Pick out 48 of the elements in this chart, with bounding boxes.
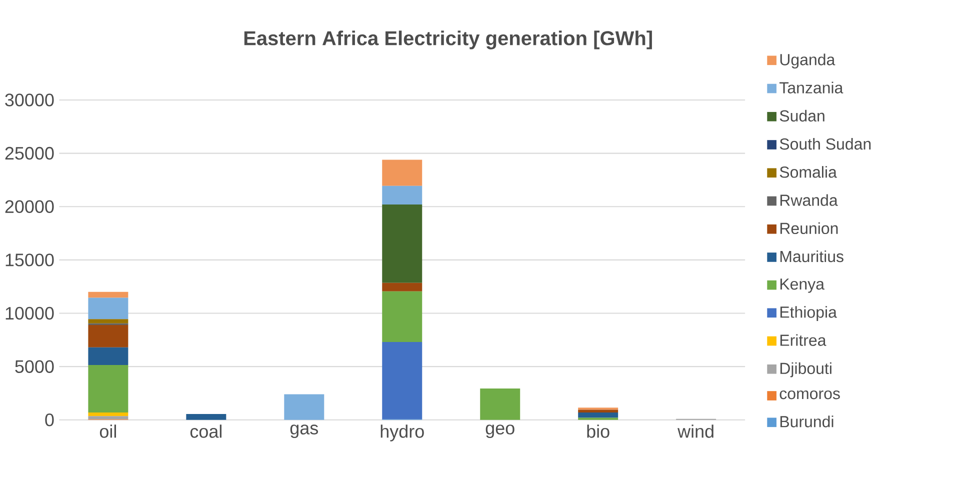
bar bbox=[88, 412, 128, 416]
legend-label: comoros bbox=[780, 390, 840, 400]
x-tick-label: coal bbox=[190, 424, 222, 438]
y-tick-label: 30000 bbox=[5, 94, 54, 106]
bar bbox=[88, 292, 128, 298]
legend-label: Djibouti bbox=[780, 362, 832, 378]
bar bbox=[382, 186, 422, 205]
legend-label: Eritrea bbox=[780, 334, 826, 346]
legend-label: Tanzania bbox=[779, 82, 844, 94]
legend-label: Reunion bbox=[780, 222, 838, 234]
bar bbox=[88, 298, 128, 320]
legend-label: Somalia bbox=[780, 166, 837, 178]
bar bbox=[284, 394, 324, 420]
y-tick-label: 15000 bbox=[6, 254, 54, 266]
legend-label: Mauritius bbox=[780, 250, 844, 262]
y-tick-label: 20000 bbox=[5, 200, 54, 214]
chart-title: Eastern Africa Electricity generation [GWh] bbox=[244, 30, 652, 50]
bar bbox=[88, 365, 128, 412]
legend-label: Kenya bbox=[780, 278, 824, 293]
y-tick-label: 25000 bbox=[5, 146, 54, 160]
legend-label: Uganda bbox=[780, 54, 836, 69]
bar bbox=[382, 160, 422, 186]
x-tick-label: bio bbox=[587, 424, 610, 438]
legend-label: Sudan bbox=[780, 110, 824, 122]
legend-label: Rwanda bbox=[780, 194, 838, 206]
bar bbox=[382, 291, 422, 342]
legend-label: Ethiopia bbox=[780, 306, 837, 322]
bar bbox=[88, 347, 128, 366]
bar bbox=[88, 325, 128, 348]
x-tick-label: oil bbox=[100, 424, 116, 438]
bar bbox=[578, 410, 618, 412]
bar bbox=[382, 342, 422, 420]
x-tick-label: hydro bbox=[380, 424, 424, 442]
legend-label: Burundi bbox=[780, 416, 834, 428]
bar bbox=[186, 414, 226, 420]
x-tick-label: gas bbox=[290, 424, 318, 438]
bar bbox=[578, 412, 618, 418]
y-tick-label: 0 bbox=[45, 414, 54, 426]
bar bbox=[88, 416, 128, 420]
bar bbox=[382, 204, 422, 283]
bar bbox=[480, 388, 520, 420]
y-tick-label: 10000 bbox=[6, 306, 54, 320]
y-tick-label: 5000 bbox=[15, 360, 54, 373]
x-tick-label: wind bbox=[678, 424, 714, 438]
bar bbox=[88, 319, 128, 324]
bar bbox=[382, 282, 422, 292]
legend-label: South Sudan bbox=[780, 138, 871, 150]
x-tick-label: geo bbox=[486, 424, 514, 438]
